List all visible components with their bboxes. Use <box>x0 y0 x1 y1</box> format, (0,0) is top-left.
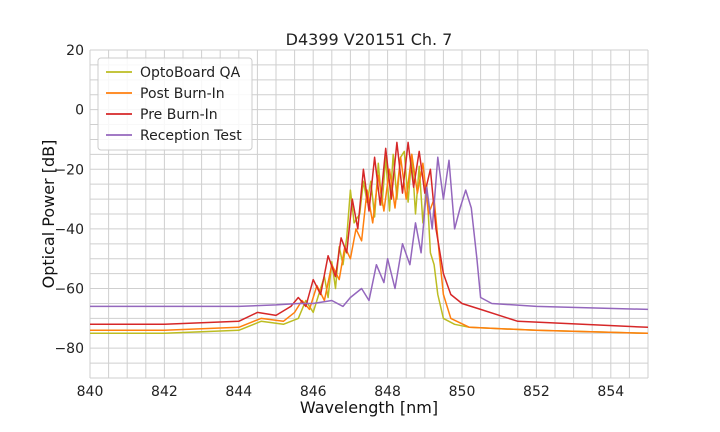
legend: OptoBoard QA Post Burn-In Pre Burn-In Recep… <box>97 57 253 151</box>
chart-title: D4399 V20151 Ch. 7 <box>286 30 453 49</box>
series-line-0 <box>90 150 648 335</box>
legend-label: Reception Test <box>140 128 242 144</box>
y-tick-label: −60 <box>54 282 84 298</box>
y-axis-title: Optical Power [dB] <box>39 140 58 289</box>
x-axis-title: Wavelength [nm] <box>300 398 438 417</box>
x-tick-label: 852 <box>523 384 550 400</box>
series-line-3 <box>90 156 648 311</box>
x-tick-label: 848 <box>374 384 401 400</box>
legend-box <box>97 57 253 151</box>
x-tick-label: 846 <box>300 384 327 400</box>
y-tick-label: −80 <box>54 341 84 357</box>
x-tick-label: 844 <box>225 384 252 400</box>
legend-label: Pre Burn-In <box>140 107 218 123</box>
x-tick-label: 842 <box>151 384 178 400</box>
y-tick-label: 0 <box>75 103 84 119</box>
x-tick-label: 840 <box>77 384 104 400</box>
legend-label: Post Burn-In <box>140 86 225 102</box>
series-line-2 <box>90 141 648 329</box>
y-tick-label: −40 <box>54 222 84 238</box>
y-tick-label: 20 <box>66 43 84 59</box>
series-line-1 <box>90 153 648 335</box>
y-tick-label: −20 <box>54 162 84 178</box>
tick-labels: 840 842 844 846 848 850 852 854 −80 −60 −40 −20 0 20 <box>54 43 624 400</box>
legend-label: OptoBoard QA <box>140 65 241 81</box>
x-tick-label: 854 <box>597 384 624 400</box>
x-tick-label: 850 <box>449 384 476 400</box>
series-layer <box>90 141 648 335</box>
